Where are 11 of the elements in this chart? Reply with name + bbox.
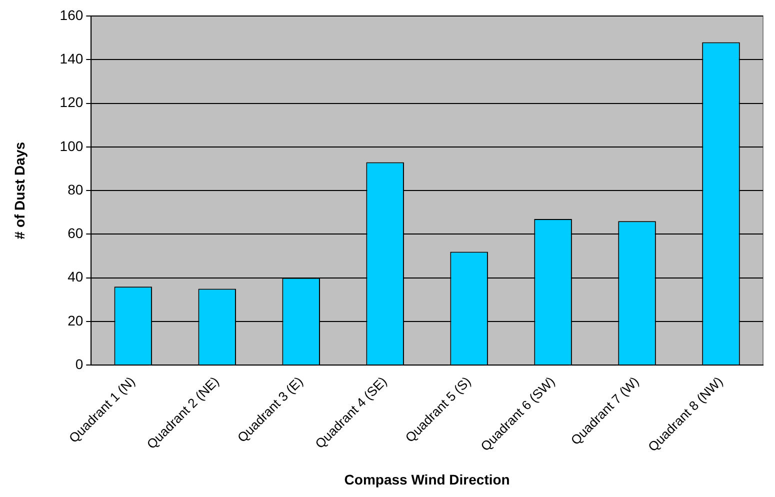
y-tick-label: 0 [75,356,84,372]
y-tick-label: 120 [60,94,84,110]
y-tick-label: 60 [68,225,84,242]
y-tick-label: 20 [68,312,84,328]
y-tick-label: 140 [60,50,84,67]
y-tick-label: 80 [68,181,84,198]
y-axis-title: # of Dust Days [11,142,28,240]
y-tick-label: 160 [60,6,84,23]
y-tick-label: 40 [68,268,84,285]
y-tick-label: 100 [60,138,84,154]
x-axis-title: Compass Wind Direction [344,471,510,488]
